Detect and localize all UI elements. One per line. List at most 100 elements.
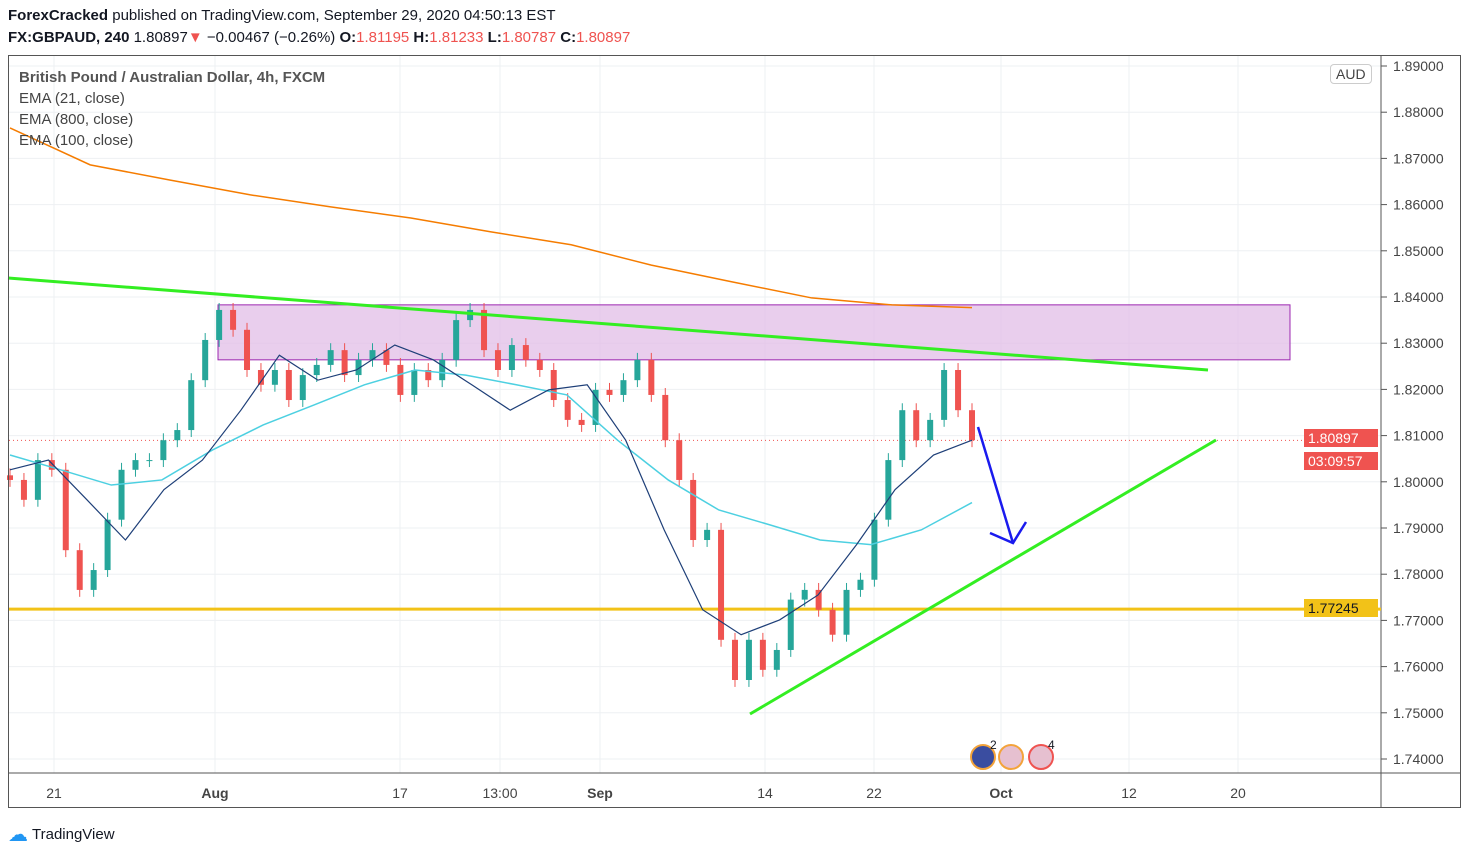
symbol: FX:GBPAUD, 240: [8, 29, 130, 46]
arrow-head-icon: [989, 521, 1028, 545]
candle-body: [90, 570, 97, 590]
publish-info: ForexCracked published on TradingView.co…: [8, 7, 556, 24]
candle-body: [955, 369, 962, 411]
candle-body: [843, 589, 850, 635]
high-label: H:: [413, 29, 430, 46]
ema100-line: [9, 369, 973, 546]
descending-trendline: [7, 276, 1209, 372]
level-price-tag: 1.77245: [1304, 599, 1378, 617]
change: −0.00467 (−0.26%): [206, 29, 336, 46]
y-tick-label: 1.85000: [1393, 243, 1444, 259]
candle-body: [634, 359, 641, 381]
candle-body: [355, 359, 362, 376]
legend-ema100[interactable]: EMA (100, close): [19, 132, 134, 149]
candle-body: [522, 345, 529, 360]
y-tick-label: 1.76000: [1393, 659, 1444, 675]
x-tick-label: Aug: [201, 785, 228, 801]
candle-body: [857, 579, 864, 590]
candle-body: [801, 589, 808, 600]
x-tick-label: Sep: [587, 785, 613, 801]
candle-body: [341, 350, 348, 376]
chart-frame: [8, 55, 1461, 808]
candle-body: [885, 460, 892, 520]
candle-body: [941, 369, 948, 420]
y-tick-label: 1.83000: [1393, 335, 1444, 351]
candle-body: [244, 329, 251, 370]
candle-body: [648, 359, 655, 395]
candle-body: [257, 369, 264, 385]
cloud-icon: ☁: [8, 824, 28, 846]
candle-body: [676, 440, 683, 480]
y-tick-label: 1.88000: [1393, 104, 1444, 120]
candle-body: [271, 369, 278, 385]
candle-body: [453, 320, 460, 360]
x-tick-label: 20: [1230, 785, 1246, 801]
candle-body: [871, 519, 878, 580]
y-tick-label: 1.80000: [1393, 474, 1444, 490]
y-tick-label: 1.82000: [1393, 381, 1444, 397]
low-label: L:: [487, 29, 502, 46]
candle-body: [411, 369, 418, 395]
y-tick-label: 1.75000: [1393, 705, 1444, 721]
ema800-line: [9, 127, 973, 309]
flag-uk-icon[interactable]: [998, 744, 1024, 770]
y-tick-label: 1.86000: [1393, 197, 1444, 213]
open-label: O:: [339, 29, 357, 46]
candle-body: [718, 529, 725, 640]
candle-body: [913, 410, 920, 441]
y-tick-label: 1.74000: [1393, 751, 1444, 767]
last-price: 1.80897: [133, 29, 188, 46]
down-arrow-icon: ▼: [187, 29, 203, 46]
y-tick-label: 1.89000: [1393, 58, 1444, 74]
tradingview-logo[interactable]: ☁ TradingView: [8, 822, 115, 847]
high-value: 1.81233: [429, 29, 484, 46]
candle-body: [927, 419, 934, 441]
candle-body: [815, 589, 822, 610]
candle-body: [969, 410, 975, 441]
candle-body: [899, 410, 906, 461]
candle-body: [188, 380, 195, 431]
legend-ema21[interactable]: EMA (21, close): [19, 90, 125, 107]
x-tick-label: 14: [757, 785, 773, 801]
candle-body: [216, 309, 223, 340]
currency-badge[interactable]: AUD: [1330, 64, 1372, 84]
open-value: 1.81195: [356, 29, 410, 46]
flag-uk-icon[interactable]: [1028, 744, 1054, 770]
candle-body: [132, 460, 139, 470]
candle-body: [425, 369, 432, 381]
flag-au-icon[interactable]: [970, 744, 996, 770]
events-markers[interactable]: 2 4: [968, 738, 1058, 770]
candle-body: [299, 375, 306, 401]
close-value: 1.80897: [576, 29, 631, 46]
ema21-line: [9, 344, 973, 636]
x-tick-label: Oct: [989, 785, 1013, 801]
candle-body: [494, 350, 501, 370]
candle-body: [439, 359, 446, 381]
candle-body: [146, 460, 153, 462]
chart-legend: British Pound / Australian Dollar, 4h, F…: [19, 67, 325, 151]
x-tick-label: 13:00: [482, 785, 517, 801]
y-tick-label: 1.78000: [1393, 566, 1444, 582]
candle-body: [397, 364, 404, 395]
candle-body: [230, 309, 237, 330]
y-tick-label: 1.79000: [1393, 520, 1444, 536]
candle-body: [62, 469, 69, 551]
candle-body: [690, 479, 697, 541]
author[interactable]: ForexCracked: [8, 7, 109, 24]
candle-body: [481, 309, 488, 351]
candle-body: [34, 460, 41, 500]
brand-name: TradingView: [32, 826, 115, 843]
candle-body: [759, 639, 766, 670]
legend-ema800[interactable]: EMA (800, close): [19, 111, 134, 128]
symbol-info: FX:GBPAUD, 240 1.80897▼ −0.00467 (−0.26%…: [8, 29, 630, 46]
candle-body: [104, 519, 111, 571]
candle-body: [327, 350, 334, 365]
candle-body: [704, 529, 711, 541]
candle-body: [174, 430, 181, 441]
candle-body: [202, 339, 209, 381]
candle-body: [508, 345, 515, 370]
candle-body: [313, 364, 320, 376]
forecast-arrow: [976, 426, 1015, 544]
candle-body: [160, 440, 167, 461]
